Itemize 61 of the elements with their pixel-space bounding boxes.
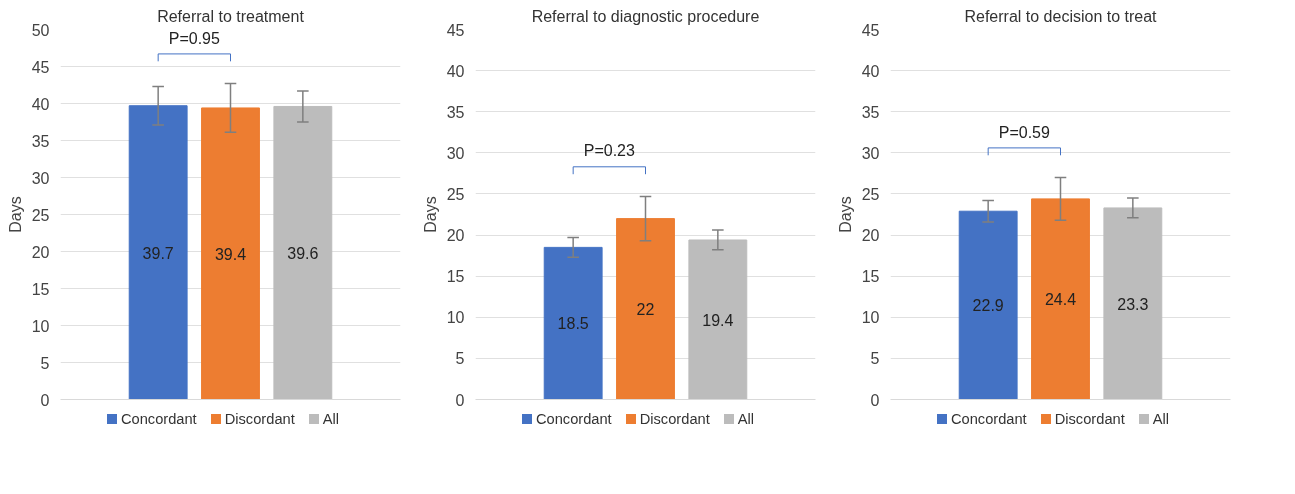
data-label: 39.4 — [214, 245, 247, 263]
data-label: 39.6 — [287, 244, 319, 262]
annotation: P=0.23 — [583, 142, 636, 160]
data-label: 23.3 — [1117, 295, 1149, 313]
data-label: 22 — [636, 301, 655, 319]
data-label: 24.4 — [1044, 291, 1077, 309]
chart-title: Referral to diagnostic procedure — [531, 7, 760, 25]
y-tick-label: 30 — [446, 144, 465, 162]
y-tick-label: 35 — [861, 103, 880, 121]
data-label: 18.5 — [557, 315, 589, 333]
y-tick-label: 20 — [31, 243, 50, 261]
y-tick-label: 10 — [861, 309, 880, 327]
y-tick-label: 40 — [31, 95, 50, 113]
y-tick-label: 10 — [31, 317, 50, 335]
y-tick-label: 50 — [31, 21, 50, 39]
y-tick-label: 15 — [31, 280, 50, 298]
y-tick-label: 25 — [31, 206, 50, 224]
y-tick-label: 40 — [446, 62, 465, 80]
y-tick-label: 30 — [31, 169, 50, 187]
y-tick-label: 10 — [446, 309, 465, 327]
y-tick-label: 20 — [861, 227, 880, 245]
chart-title: Referral to treatment — [157, 7, 305, 25]
y-axis-title: Days — [836, 196, 854, 233]
bar — [958, 210, 1018, 400]
legend-label: All — [322, 411, 340, 427]
data-label: 39.7 — [142, 244, 174, 262]
legend-label: Discordant — [639, 411, 710, 427]
y-tick-label: 45 — [31, 58, 50, 76]
y-tick-label: 45 — [861, 21, 880, 39]
y-tick-label: 30 — [861, 144, 880, 162]
y-axis-title: Days — [421, 196, 439, 233]
legend-label: All — [737, 411, 755, 427]
annotation: P=0.59 — [998, 123, 1051, 141]
y-tick-label: 15 — [861, 268, 880, 286]
legend-label: Discordant — [1054, 411, 1125, 427]
y-tick-label: 0 — [455, 391, 465, 409]
data-label: 22.9 — [972, 297, 1004, 315]
y-tick-label: 5 — [40, 354, 50, 372]
y-axis-title: Days — [6, 196, 24, 233]
bar — [1103, 207, 1163, 400]
y-tick-label: 40 — [861, 62, 880, 80]
y-tick-label: 25 — [861, 185, 880, 203]
y-tick-label: 5 — [455, 350, 465, 368]
bar — [1031, 198, 1090, 400]
annotation: P=0.95 — [168, 29, 221, 47]
legend-label: Concordant — [120, 411, 197, 427]
legend-label: All — [1152, 411, 1170, 427]
legend-label: Concordant — [950, 411, 1027, 427]
y-tick-label: 15 — [446, 268, 465, 286]
data-label: 19.4 — [702, 311, 734, 329]
y-tick-label: 35 — [446, 103, 465, 121]
y-tick-label: 5 — [870, 350, 880, 368]
y-tick-label: 35 — [31, 132, 50, 150]
y-tick-label: 0 — [870, 391, 880, 409]
chart-title: Referral to decision to treat — [964, 7, 1158, 25]
legend-label: Discordant — [224, 411, 295, 427]
y-tick-label: 20 — [446, 227, 465, 245]
y-tick-label: 45 — [446, 21, 465, 39]
y-tick-label: 0 — [40, 391, 50, 409]
y-tick-label: 25 — [446, 185, 465, 203]
legend-label: Concordant — [535, 411, 612, 427]
